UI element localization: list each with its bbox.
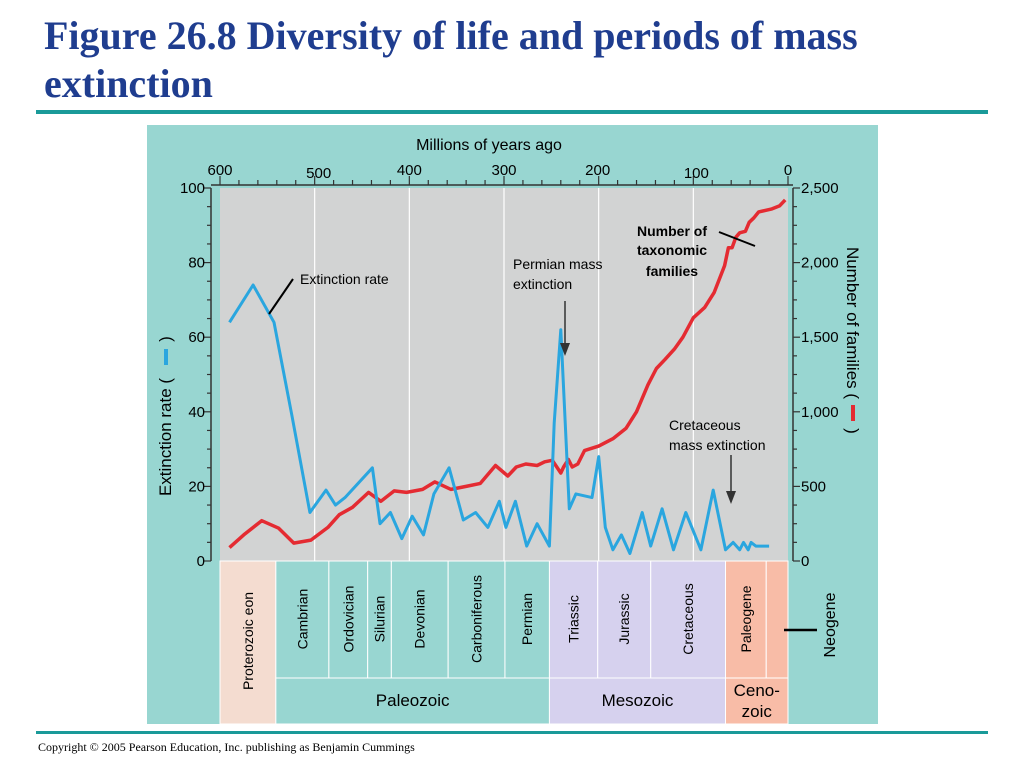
left-y-tick-label: 80: [188, 255, 205, 272]
x-gridlines: [314, 188, 694, 561]
period-label: Carboniferous: [469, 575, 485, 663]
copyright-notice: Copyright © 2005 Pearson Education, Inc.…: [38, 740, 415, 754]
period-label: Cambrian: [294, 589, 310, 650]
permian-annotation-line2: extinction: [513, 276, 572, 292]
left-y-tick-label: 40: [188, 404, 205, 421]
right-y-tick-label: 0: [801, 553, 809, 570]
left-y-tick-labels: 0 20 40 60 80 100: [180, 180, 205, 570]
families-annotation-line1: Number of: [637, 223, 707, 239]
era-label: Paleozoic: [376, 691, 450, 710]
left-axis-title-text: Extinction rate (: [156, 378, 175, 496]
left-axis-title: Extinction rate ( ): [156, 336, 175, 496]
period-cell: [765, 560, 789, 679]
period-label: Jurassic: [616, 593, 632, 644]
period-cell: [219, 560, 277, 724]
era-cell: [725, 677, 789, 724]
families-annotation-line3: families: [646, 263, 698, 279]
period-label: Silurian: [372, 596, 388, 643]
x-tick-label: 500: [306, 165, 331, 182]
permian-annotation-line1: Permian mass: [513, 256, 602, 272]
left-y-tick-label: 0: [197, 553, 205, 570]
geologic-eras-row: Paleozoic Mesozoic Ceno-zoic: [275, 677, 789, 724]
x-tick-labels: 600 500 400 300 200 100 0: [207, 162, 792, 182]
x-tick-label: 400: [397, 162, 422, 179]
right-axis-title-close: ): [843, 428, 862, 434]
left-y-tick-label: 20: [188, 478, 205, 495]
era-cell: [548, 677, 727, 724]
slide-title: Figure 26.8 Diversity of life and period…: [44, 13, 858, 106]
cretaceous-annotation-line1: Cretaceous: [669, 417, 741, 433]
period-cell: [650, 560, 727, 679]
extinction-rate-series-line: [228, 283, 770, 555]
period-cell: [328, 560, 369, 679]
extinction-diversity-chart: Millions of years ago 600 500 400 300 200 100…: [156, 137, 862, 724]
permian-arrow-head: [560, 343, 570, 356]
cretaceous-arrow-head: [726, 491, 736, 504]
period-label: Ordovician: [340, 586, 356, 653]
right-y-tick-label: 1,500: [801, 329, 839, 346]
period-cell: [390, 560, 449, 679]
period-label: Paleogene: [738, 585, 754, 652]
left-axis-title-close: ): [156, 336, 175, 342]
extinction-rate-annotation: Extinction rate: [300, 271, 389, 287]
x-axis-title: Millions of years ago: [416, 137, 562, 154]
period-label: Proterozoic eon: [240, 592, 256, 690]
era-label: Mesozoic: [602, 691, 674, 710]
period-label: Triassic: [566, 595, 582, 643]
era-label-line2: zoic: [742, 702, 773, 721]
title-divider: [36, 110, 988, 114]
period-cell: [597, 560, 652, 679]
x-tick-label: 600: [207, 162, 232, 179]
geologic-periods-row: Proterozoic eon Cambrian Ordovician Siluria…: [219, 560, 789, 724]
period-label: Cretaceous: [680, 583, 696, 655]
neogene-label: Neogene: [822, 592, 839, 657]
x-tick-label: 100: [684, 165, 709, 182]
footer-divider: [36, 731, 988, 734]
right-y-tick-label: 2,000: [801, 255, 839, 272]
period-label: Permian: [519, 593, 535, 645]
period-cell: [725, 560, 767, 679]
cretaceous-annotation-line2: mass extinction: [669, 437, 765, 453]
right-axis-title-text: Number of families (: [843, 247, 862, 399]
right-y-tick-label: 500: [801, 478, 826, 495]
right-y-tick-label: 1,000: [801, 404, 839, 421]
families-annotation-line2: taxonomic: [637, 242, 707, 258]
right-axis-title: Number of families ( ): [843, 247, 862, 434]
x-tick-label: 0: [784, 162, 792, 179]
right-y-tick-labels: 0 500 1,000 1,500 2,000 2,500: [801, 180, 839, 570]
era-cell: [275, 677, 550, 724]
extinction-rate-leader-line: [268, 278, 294, 315]
figure-panel: Millions of years ago 600 500 400 300 200 100…: [147, 125, 878, 724]
families-leader-line: [718, 231, 756, 247]
left-y-tick-label: 100: [180, 180, 205, 197]
axes: [204, 176, 800, 562]
x-tick-label: 200: [585, 162, 610, 179]
period-cell: [447, 560, 506, 679]
era-label-line1: Ceno-: [734, 681, 780, 700]
right-y-tick-label: 2,500: [801, 180, 839, 197]
x-tick-label: 300: [491, 162, 516, 179]
period-label: Devonian: [412, 589, 428, 648]
left-y-tick-label: 60: [188, 329, 205, 346]
